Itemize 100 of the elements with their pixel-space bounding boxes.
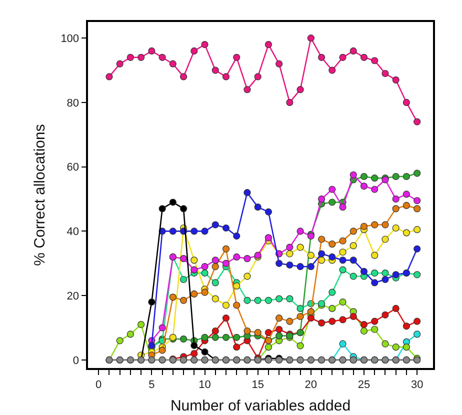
point: [190, 256, 198, 264]
point: [222, 314, 230, 322]
point: [212, 327, 219, 335]
point: [371, 186, 378, 193]
point: [180, 205, 188, 212]
point: [392, 304, 400, 312]
point: [360, 54, 368, 61]
point: [201, 348, 208, 356]
y-tick-label: 40: [66, 226, 80, 238]
point: [158, 205, 166, 212]
point: [371, 270, 378, 277]
point: [276, 60, 283, 68]
point: [339, 316, 346, 324]
point: [233, 253, 240, 261]
point: [371, 318, 378, 325]
point: [212, 66, 219, 74]
point: [328, 288, 336, 296]
point: [296, 86, 304, 94]
point: [392, 76, 400, 84]
y-axis-title: % Correct allocations: [31, 124, 48, 266]
point: [169, 198, 176, 206]
point: [350, 171, 357, 178]
point: [328, 240, 336, 248]
point: [392, 195, 400, 203]
point: [392, 344, 400, 351]
point: [126, 330, 134, 338]
point: [233, 282, 240, 290]
point: [169, 60, 176, 68]
y-tick-label: 20: [66, 290, 80, 302]
x-tick-label: 30: [410, 378, 424, 391]
x-tick-label: 15: [252, 378, 264, 391]
point: [222, 224, 230, 232]
point: [169, 228, 176, 235]
point: [106, 73, 113, 80]
point: [402, 344, 410, 351]
point: [307, 34, 314, 42]
point: [307, 252, 314, 259]
point: [138, 54, 145, 61]
point: [318, 236, 326, 243]
point: [158, 346, 166, 354]
point: [414, 245, 421, 252]
point: [371, 326, 378, 333]
point: [180, 255, 188, 262]
x-tick-label: 25: [358, 378, 370, 391]
point: [148, 298, 156, 306]
point: [296, 263, 304, 270]
point: [414, 170, 421, 177]
point: [339, 204, 346, 211]
point: [307, 263, 314, 270]
point: [190, 290, 198, 298]
point: [286, 261, 294, 269]
point: [190, 47, 198, 55]
point: [126, 54, 134, 61]
point: [148, 47, 156, 55]
point: [371, 221, 378, 228]
point: [254, 296, 262, 304]
point: [414, 197, 421, 204]
y-tick-label: 80: [66, 97, 80, 110]
point: [201, 334, 208, 341]
point: [328, 253, 336, 261]
point: [169, 294, 176, 301]
point: [339, 340, 346, 348]
point: [328, 186, 336, 193]
point: [264, 344, 272, 351]
point: [371, 252, 378, 259]
point: [244, 189, 251, 196]
x-tick-label: 0: [96, 378, 102, 391]
point: [222, 73, 230, 80]
point: [222, 245, 230, 252]
point: [350, 256, 357, 264]
point: [318, 319, 326, 326]
point: [222, 260, 230, 267]
point: [116, 60, 124, 68]
point: [212, 295, 219, 302]
point: [254, 329, 262, 336]
point: [212, 263, 219, 270]
x-tick-label: 10: [198, 378, 211, 391]
point: [382, 276, 389, 284]
point: [382, 236, 389, 243]
x-tick-label: 20: [304, 378, 318, 391]
point: [233, 302, 240, 309]
point: [339, 256, 346, 264]
point: [360, 327, 368, 335]
point: [276, 326, 283, 333]
point: [318, 54, 326, 61]
point: [264, 40, 272, 48]
point: [201, 288, 208, 296]
point: [254, 73, 262, 80]
point: [233, 334, 240, 341]
point: [392, 172, 400, 180]
point: [180, 335, 188, 343]
point: [212, 279, 219, 286]
point: [276, 332, 283, 340]
point: [307, 308, 314, 316]
point: [360, 268, 368, 275]
point: [382, 311, 389, 318]
point: [339, 248, 346, 256]
point: [222, 334, 230, 341]
point: [244, 327, 251, 335]
point: [414, 318, 421, 325]
